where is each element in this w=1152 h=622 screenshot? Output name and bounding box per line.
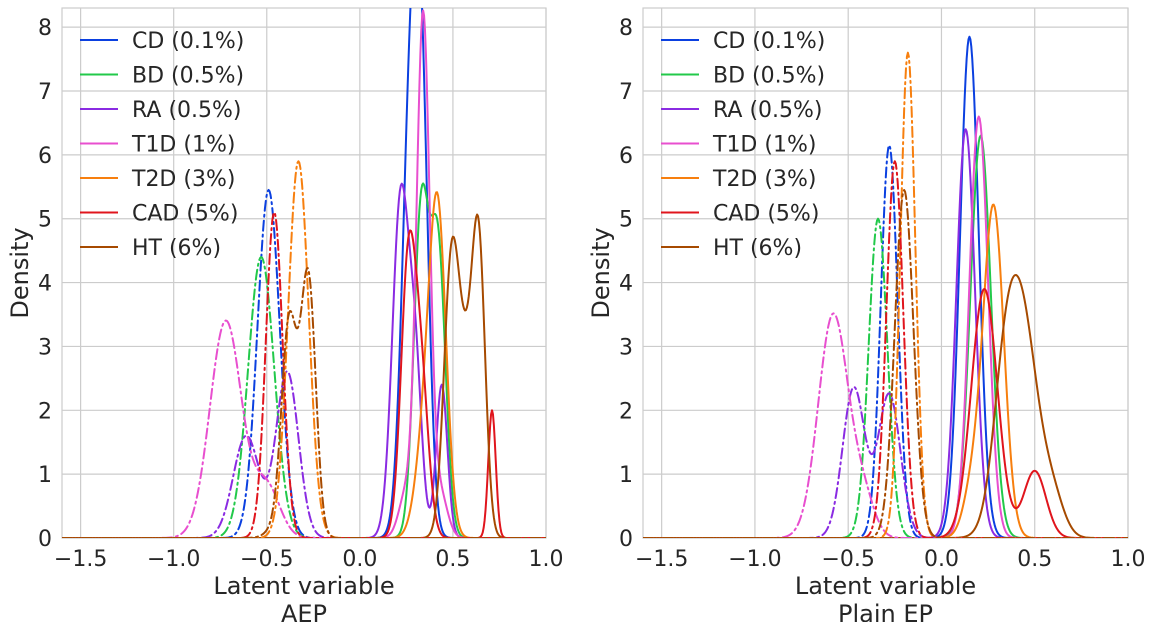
y-tick-label: 0 — [619, 527, 633, 552]
y-tick-label: 2 — [38, 399, 52, 424]
y-tick-label: 7 — [619, 80, 633, 105]
y-tick-label: 4 — [619, 272, 633, 297]
legend-label: CD (0.1%) — [713, 29, 825, 54]
density-curve-cad-dashdot — [62, 211, 546, 538]
x-tick-label: −0.5 — [240, 547, 293, 572]
density-curve-ht-solid — [62, 213, 546, 538]
x-tick-label: 1.0 — [1111, 547, 1146, 572]
x-tick-label: −1.5 — [54, 547, 107, 572]
y-tick-label: 6 — [38, 144, 52, 169]
y-axis-label: Density — [6, 227, 34, 318]
curves — [643, 35, 1128, 538]
density-curve-bd-dashdot — [643, 217, 1128, 538]
legend-label: CAD (5%) — [713, 202, 819, 227]
y-axis-label: Density — [587, 227, 615, 318]
x-tick-label: 0.0 — [342, 547, 377, 572]
legend: CD (0.1%) BD (0.5%) RA (0.5%) T1D (1%) T2D (… — [80, 29, 244, 261]
x-axis-sublabel: AEP — [281, 600, 327, 622]
x-tick-label: 0.5 — [435, 547, 470, 572]
legend-label: RA (0.5%) — [713, 98, 823, 123]
legend-label: T1D (1%) — [712, 133, 816, 158]
y-tick-label: 5 — [619, 208, 633, 233]
y-tick-label: 1 — [38, 463, 52, 488]
density-curve-ra-dashdot — [643, 385, 1128, 538]
legend-label: T2D (3%) — [131, 167, 235, 192]
legend-label: HT (6%) — [713, 236, 802, 261]
legend-label: BD (0.5%) — [713, 64, 825, 89]
y-tick-label: 6 — [619, 144, 633, 169]
x-tick-label: −1.5 — [635, 547, 688, 572]
legend-label: BD (0.5%) — [132, 64, 244, 89]
y-tick-label: 2 — [619, 399, 633, 424]
density-curve-t2d-dashdot — [643, 51, 1128, 538]
x-axis-label: Latent variable — [795, 572, 976, 600]
y-tick-label: 7 — [38, 80, 52, 105]
y-tick-label: 1 — [619, 463, 633, 488]
y-tick-label: 8 — [619, 16, 633, 41]
curves — [62, 8, 546, 538]
x-tick-label: −1.0 — [147, 547, 200, 572]
legend-label: RA (0.5%) — [132, 98, 242, 123]
legend-label: CD (0.1%) — [132, 29, 244, 54]
x-tick-label: −0.5 — [821, 547, 874, 572]
legend-label: T1D (1%) — [131, 133, 235, 158]
panel-1: 0 1 2 3 4 5 6 7 8 −1.5 −1.0 −0.5 0.0 0.5 1.0 CD (0.1%) B… — [6, 7, 564, 622]
x-tick-label: 0.0 — [924, 547, 959, 572]
legend-label: T2D (3%) — [712, 167, 816, 192]
y-tick-label: 3 — [38, 335, 52, 360]
density-curve-cd-dashdot — [643, 144, 1128, 538]
x-tick-label: 1.0 — [529, 547, 564, 572]
density-curve-cad-dashdot — [643, 160, 1128, 538]
density-curve-cad-solid — [643, 287, 1128, 538]
density-curve-t2d-solid — [62, 191, 546, 538]
legend-label: HT (6%) — [132, 236, 221, 261]
y-tick-label: 8 — [38, 16, 52, 41]
x-tick-label: −1.0 — [728, 547, 781, 572]
y-tick-label: 0 — [38, 527, 52, 552]
y-tick-label: 5 — [38, 208, 52, 233]
plot-area — [61, 7, 547, 539]
legend-label: CAD (5%) — [132, 202, 238, 227]
panel-2: 0 1 2 3 4 5 6 7 8 −1.5 −1.0 −0.5 0.0 0.5 1.0 CD (0.1%) B… — [587, 7, 1146, 622]
legend: CD (0.1%) BD (0.5%) RA (0.5%) T1D (1%) T2D (… — [661, 29, 825, 261]
x-tick-label: 0.5 — [1017, 547, 1052, 572]
y-tick-label: 4 — [38, 272, 52, 297]
x-axis-sublabel: Plain EP — [838, 600, 933, 622]
x-axis-label: Latent variable — [213, 572, 394, 600]
y-tick-label: 3 — [619, 335, 633, 360]
density-curve-t2d-dashdot — [62, 160, 546, 538]
density-curve-ht-solid — [643, 274, 1128, 538]
